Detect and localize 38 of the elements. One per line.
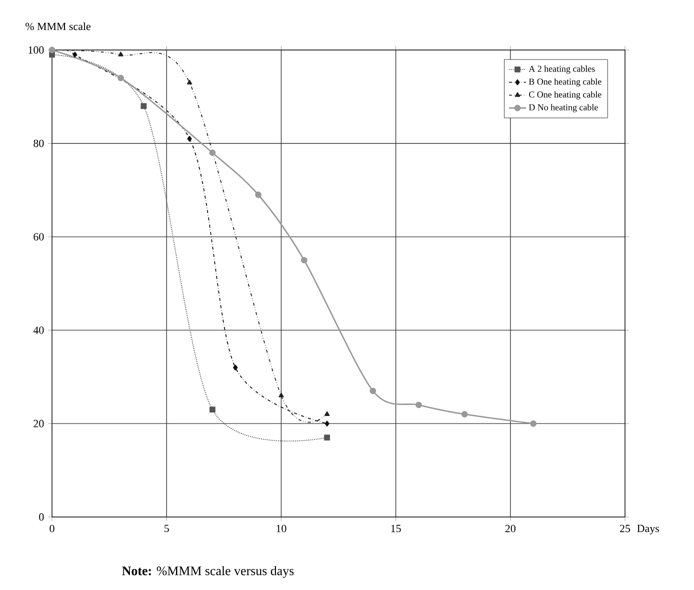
point [324,434,330,441]
x-tick-label: 0 [50,524,54,532]
y-tick-label: 0 [39,513,44,521]
point [300,256,308,264]
y-tick-label: 20 [34,420,44,428]
y-tick-label: 60 [34,233,44,240]
point [187,136,192,142]
point [72,52,78,58]
point [416,402,422,408]
point [186,80,192,84]
x-tick-label: 25 [620,524,630,532]
point [210,406,216,413]
point [530,420,537,427]
point [255,192,262,198]
x-tick-label: 20 [505,524,516,532]
x-axis-title: Days [637,524,659,534]
point [324,411,330,416]
point [370,388,376,394]
point [209,150,216,156]
x-tick-label: 5 [164,524,169,532]
point [118,74,124,82]
y-tick-label: 80 [34,140,44,148]
point [140,103,147,109]
x-tick-label: 10 [276,524,286,532]
y-tick-label: 100 [28,46,44,54]
y-axis-title: % MMM scale [26,22,90,30]
point [461,411,468,418]
legend-label: B One heating cable [528,78,602,87]
point [324,420,330,427]
point [278,392,284,398]
y-tick-label: 40 [33,326,44,334]
point [118,52,124,56]
x-tick-label: 15 [391,524,401,532]
point [233,364,238,370]
legend-label: A 2 heating cables [528,66,595,74]
text: Note: %MMM scale versus days [122,566,294,578]
legend-label: D No heating cable [528,104,598,112]
legend-label: C One heating cable [529,91,602,100]
